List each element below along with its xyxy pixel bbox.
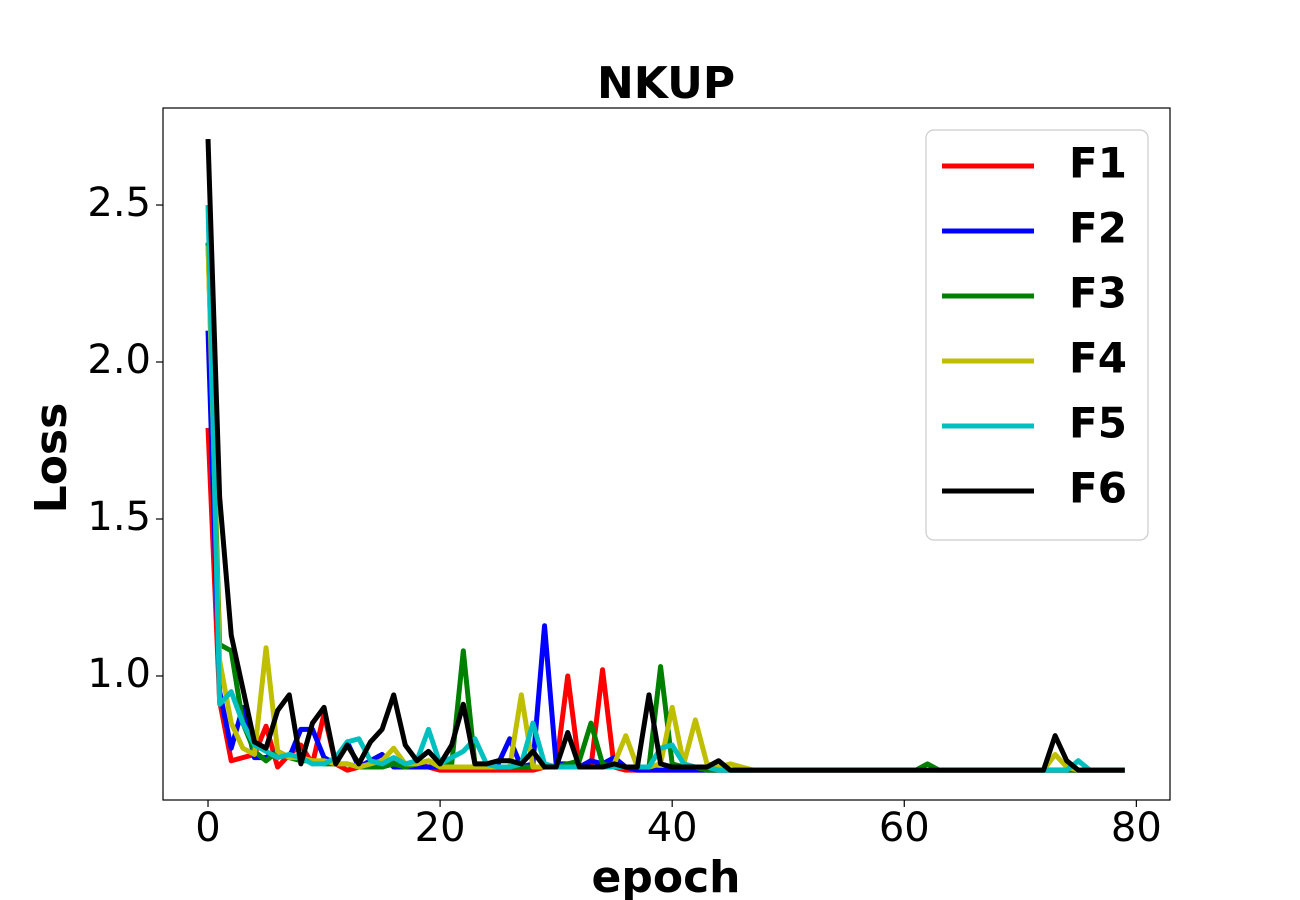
y-axis-label: Loss	[26, 403, 77, 514]
plot-frame	[162, 107, 1171, 801]
x-tick-label: 60	[879, 805, 930, 851]
y-tick-label: 1.0	[87, 651, 151, 697]
x-tick-label: 80	[1111, 805, 1162, 851]
legend-label: F6	[1069, 464, 1127, 513]
chart-title: NKUP	[597, 58, 735, 109]
legend-label: F1	[1069, 139, 1127, 188]
x-tick-label: 40	[647, 805, 698, 851]
legend-label: F2	[1069, 204, 1127, 253]
series-line	[205, 138, 1125, 773]
y-tick-label: 2.5	[87, 180, 151, 226]
legend-label: F4	[1069, 334, 1127, 383]
legend-label: F5	[1069, 399, 1127, 448]
y-tick-label: 1.5	[87, 494, 151, 540]
x-axis-label: epoch	[592, 852, 741, 900]
x-tick-label: 20	[415, 805, 466, 851]
legend-label: F3	[1069, 269, 1127, 318]
y-tick-label: 2.0	[87, 337, 151, 383]
x-tick-label: 0	[195, 805, 220, 851]
